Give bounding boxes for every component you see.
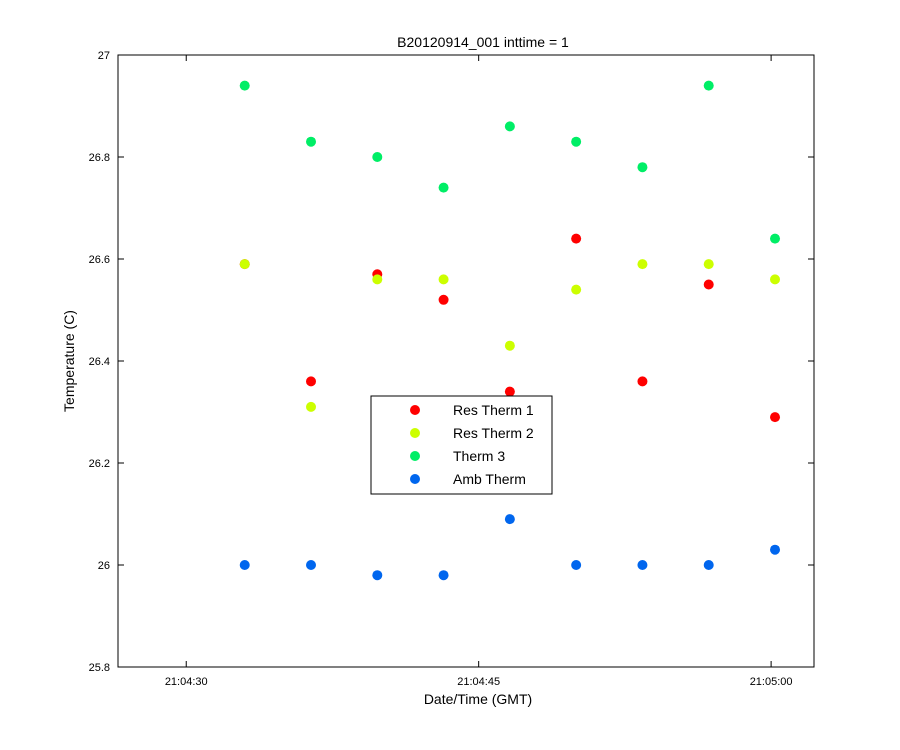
y-tick-label: 26.6: [89, 254, 110, 266]
y-tick-label: 25.8: [89, 662, 110, 674]
point-res-therm-1: [770, 412, 781, 423]
point-res-therm-2: [239, 259, 250, 270]
point-res-therm-2: [637, 259, 648, 270]
point-amb-therm: [372, 570, 383, 581]
x-axis-label: Date/Time (GMT): [424, 691, 532, 707]
point-therm-3: [703, 80, 714, 91]
point-amb-therm: [571, 560, 582, 570]
point-therm-3: [770, 233, 781, 244]
x-tick-label: 21:04:30: [165, 676, 208, 688]
point-res-therm-2: [504, 340, 515, 351]
legend-box: [370, 395, 553, 495]
legend-label-therm-3: Therm 3: [453, 448, 505, 464]
point-therm-3: [571, 136, 582, 147]
legend-marker-therm-3: [410, 451, 420, 461]
point-therm-3: [306, 136, 317, 147]
point-res-therm-2: [372, 274, 383, 285]
y-tick-label: 27: [98, 50, 110, 62]
plot-area: [117, 54, 815, 668]
y-tick-label: 26: [98, 560, 110, 572]
legend-label-res-therm-2: Res Therm 2: [453, 425, 534, 441]
point-res-therm-2: [438, 274, 449, 285]
legend-label-amb-therm: Amb Therm: [453, 471, 526, 487]
x-tick-label: 21:05:00: [750, 676, 793, 688]
point-res-therm-1: [571, 233, 582, 244]
point-therm-3: [239, 80, 250, 91]
point-amb-therm: [703, 560, 714, 570]
legend: Res Therm 1 Res Therm 2 Therm 3 Amb Therm: [370, 395, 553, 495]
legend-marker-res-therm-1: [410, 405, 420, 415]
point-therm-3: [637, 162, 648, 173]
point-res-therm-1: [703, 279, 714, 290]
point-amb-therm: [770, 544, 781, 555]
x-tick-label: 21:04:45: [457, 676, 500, 688]
legend-label-res-therm-1: Res Therm 1: [453, 402, 534, 418]
point-res-therm-1: [637, 376, 648, 387]
point-res-therm-2: [703, 259, 714, 270]
point-res-therm-2: [770, 274, 781, 285]
point-therm-3: [438, 182, 449, 193]
y-tick-label: 26.4: [89, 356, 110, 368]
point-amb-therm: [637, 560, 648, 570]
point-amb-therm: [438, 570, 449, 581]
point-amb-therm: [504, 514, 515, 525]
legend-marker-res-therm-2: [410, 428, 420, 438]
y-tick-label: 26.8: [89, 152, 110, 164]
y-axis-label: Temperature (C): [61, 310, 77, 412]
legend-marker-amb-therm: [410, 474, 420, 484]
y-tick-label: 26.2: [89, 458, 110, 470]
point-res-therm-2: [571, 284, 582, 295]
point-res-therm-1: [438, 294, 449, 305]
point-res-therm-1: [504, 386, 515, 397]
point-therm-3: [504, 121, 515, 132]
point-res-therm-1: [306, 376, 317, 387]
chart-title: B20120914_001 inttime = 1: [397, 34, 569, 50]
point-amb-therm: [306, 560, 317, 570]
point-amb-therm: [239, 560, 250, 570]
point-therm-3: [372, 152, 383, 162]
point-res-therm-2: [306, 401, 317, 412]
